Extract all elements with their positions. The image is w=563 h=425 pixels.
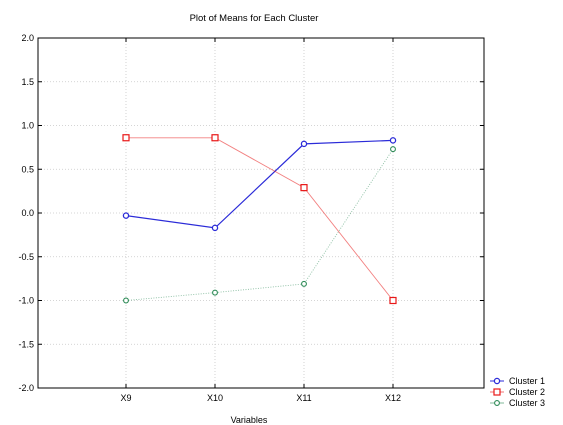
legend-label: Cluster 3 bbox=[509, 398, 545, 408]
series-line-cluster-1 bbox=[125, 139, 394, 229]
x-tick-label: X12 bbox=[385, 393, 401, 403]
data-point bbox=[300, 140, 308, 148]
y-tick-label: 0.0 bbox=[21, 208, 34, 218]
data-point bbox=[389, 137, 397, 144]
y-tick-label: 2.0 bbox=[21, 33, 34, 43]
data-point bbox=[211, 134, 219, 142]
data-point bbox=[300, 184, 308, 192]
y-tick-label: 1.0 bbox=[21, 121, 34, 131]
data-point bbox=[301, 280, 307, 287]
x-tick-label: X10 bbox=[207, 393, 223, 403]
data-point bbox=[390, 146, 396, 153]
legend-marker bbox=[493, 377, 501, 385]
legend-label: Cluster 2 bbox=[509, 387, 545, 397]
legend-marker bbox=[494, 400, 500, 406]
x-axis-label: Variables bbox=[231, 415, 268, 425]
y-axis: 2.0 1.5 1.0 0.5 0.0 -0.5 -1.0 -1.5 -2.0 bbox=[18, 33, 484, 393]
data-point bbox=[212, 289, 218, 296]
series-line-cluster-2 bbox=[126, 137, 394, 301]
grid bbox=[38, 38, 484, 388]
legend-label: Cluster 1 bbox=[509, 376, 545, 386]
y-tick-label: -1.5 bbox=[18, 339, 34, 349]
y-tick-label: 0.5 bbox=[21, 164, 34, 174]
data-point bbox=[389, 296, 397, 305]
chart-title: Plot of Means for Each Cluster bbox=[190, 13, 319, 24]
data-point bbox=[122, 212, 130, 219]
y-tick-label: 1.5 bbox=[21, 77, 34, 87]
y-tick-label: -1.0 bbox=[18, 296, 34, 306]
legend-marker bbox=[493, 388, 501, 396]
x-tick-label: X11 bbox=[296, 393, 311, 403]
data-point bbox=[122, 134, 130, 142]
x-tick-label: X9 bbox=[120, 393, 131, 403]
series-group bbox=[122, 134, 397, 305]
data-point bbox=[123, 297, 129, 304]
y-tick-label: -0.5 bbox=[18, 252, 34, 262]
x-axis: X9 X10 X11 X12 bbox=[120, 38, 401, 403]
y-tick-label: -2.0 bbox=[18, 383, 34, 393]
data-point bbox=[211, 224, 219, 232]
